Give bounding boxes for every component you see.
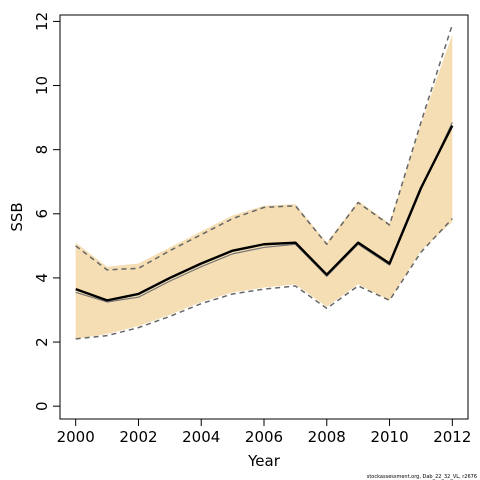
x-tick-label: 2000 bbox=[57, 428, 95, 446]
x-tick-label: 2008 bbox=[308, 428, 346, 446]
confidence-band-layer bbox=[75, 34, 453, 339]
x-axis-title: Year bbox=[247, 452, 281, 470]
ssb-upper-bound-line bbox=[75, 24, 454, 271]
ssb-lower-bound-line bbox=[75, 218, 453, 340]
y-tick-label: 10 bbox=[33, 76, 51, 95]
x-tick-label: 2006 bbox=[245, 428, 283, 446]
footnote: stockassessment.org, Dab_22_32_VL, r2676 bbox=[367, 474, 477, 480]
ssb-alt-estimate-line bbox=[75, 122, 453, 303]
y-tick-label: 8 bbox=[33, 145, 51, 155]
x-tick-label: 2004 bbox=[182, 428, 220, 446]
x-axis: 2000 2002 2004 2006 2008 2010 2012 bbox=[57, 419, 471, 446]
y-tick-label: 4 bbox=[33, 273, 51, 283]
y-tick-label: 0 bbox=[33, 401, 51, 411]
x-tick-label: 2012 bbox=[433, 428, 471, 446]
y-axis: 0 2 4 6 8 10 12 bbox=[33, 12, 60, 411]
confidence-band bbox=[75, 34, 453, 339]
x-tick-label: 2002 bbox=[119, 428, 157, 446]
y-tick-label: 12 bbox=[33, 12, 51, 31]
y-axis-title: SSB bbox=[8, 202, 26, 231]
y-tick-label: 2 bbox=[33, 337, 51, 347]
x-tick-label: 2010 bbox=[370, 428, 408, 446]
y-tick-label: 6 bbox=[33, 209, 51, 219]
ssb-estimate-line bbox=[75, 125, 454, 302]
series-lines-layer bbox=[75, 24, 454, 340]
